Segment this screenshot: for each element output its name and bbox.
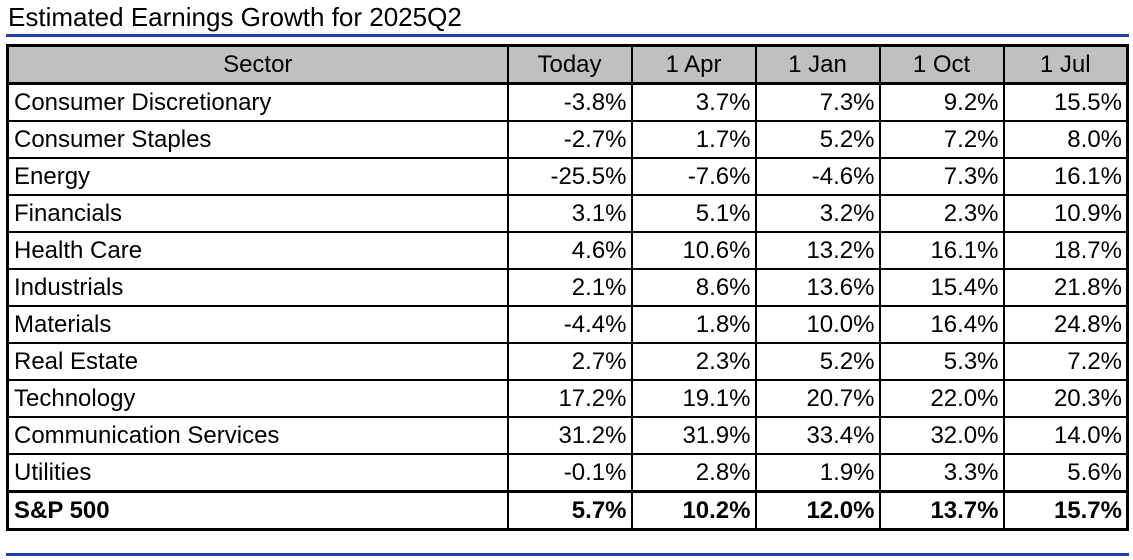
value-cell: 10.9%	[1002, 194, 1129, 233]
value-cell: 2.1%	[506, 268, 633, 307]
column-header-sector: Sector	[6, 44, 509, 85]
sector-cell: S&P 500	[6, 490, 509, 531]
value-cell: 22.0%	[878, 379, 1005, 418]
value-cell: 13.6%	[754, 268, 881, 307]
column-header-1-oct: 1 Oct	[878, 44, 1005, 85]
table-row: Materials -4.4% 1.8% 10.0% 16.4% 24.8%	[6, 305, 1129, 344]
value-cell: 5.6%	[1002, 453, 1129, 493]
column-header-1-apr: 1 Apr	[630, 44, 757, 85]
value-cell: 1.7%	[630, 120, 757, 159]
value-cell: 32.0%	[878, 416, 1005, 455]
table-row: Financials 3.1% 5.1% 3.2% 2.3% 10.9%	[6, 194, 1129, 233]
value-cell: 7.2%	[1002, 342, 1129, 381]
table-row: Consumer Staples -2.7% 1.7% 5.2% 7.2% 8.0%	[6, 120, 1129, 159]
sector-cell: Consumer Discretionary	[6, 82, 509, 122]
value-cell: 19.1%	[630, 379, 757, 418]
value-cell: 5.2%	[754, 342, 881, 381]
value-cell: 13.2%	[754, 231, 881, 270]
table-row: Communication Services 31.2% 31.9% 33.4% 32.…	[6, 416, 1129, 455]
sector-cell: Technology	[6, 379, 509, 418]
table-row: Utilities -0.1% 2.8% 1.9% 3.3% 5.6%	[6, 453, 1129, 493]
sector-cell: Real Estate	[6, 342, 509, 381]
value-cell: -7.6%	[630, 157, 757, 196]
value-cell: -3.8%	[506, 82, 633, 122]
value-cell: 15.4%	[878, 268, 1005, 307]
value-cell: 5.2%	[754, 120, 881, 159]
value-cell: -0.1%	[506, 453, 633, 493]
value-cell: 17.2%	[506, 379, 633, 418]
table-row: Real Estate 2.7% 2.3% 5.2% 5.3% 7.2%	[6, 342, 1129, 381]
sector-cell: Utilities	[6, 453, 509, 493]
value-cell: 5.1%	[630, 194, 757, 233]
chart-title: Estimated Earnings Growth for 2025Q2	[8, 2, 462, 32]
value-cell: 4.6%	[506, 231, 633, 270]
value-cell: 12.0%	[754, 490, 881, 531]
value-cell: -2.7%	[506, 120, 633, 159]
column-header-1-jan: 1 Jan	[754, 44, 881, 85]
table-row: Industrials 2.1% 8.6% 13.6% 15.4% 21.8%	[6, 268, 1129, 307]
value-cell: 8.6%	[630, 268, 757, 307]
value-cell: -4.6%	[754, 157, 881, 196]
value-cell: 20.7%	[754, 379, 881, 418]
value-cell: 3.2%	[754, 194, 881, 233]
value-cell: 2.8%	[630, 453, 757, 493]
value-cell: 15.7%	[1002, 490, 1129, 531]
value-cell: 14.0%	[1002, 416, 1129, 455]
value-cell: 20.3%	[1002, 379, 1129, 418]
value-cell: 1.9%	[754, 453, 881, 493]
table-row: Technology 17.2% 19.1% 20.7% 22.0% 20.3%	[6, 379, 1129, 418]
header-row: Sector Today 1 Apr 1 Jan 1 Oct 1 Jul	[6, 44, 1129, 85]
value-cell: 33.4%	[754, 416, 881, 455]
value-cell: 7.3%	[878, 157, 1005, 196]
value-cell: 9.2%	[878, 82, 1005, 122]
value-cell: 3.3%	[878, 453, 1005, 493]
value-cell: -25.5%	[506, 157, 633, 196]
value-cell: 16.1%	[1002, 157, 1129, 196]
sector-cell: Materials	[6, 305, 509, 344]
value-cell: 13.7%	[878, 490, 1005, 531]
value-cell: 3.7%	[630, 82, 757, 122]
value-cell: 31.2%	[506, 416, 633, 455]
total-row: S&P 500 5.7% 10.2% 12.0% 13.7% 15.7%	[6, 490, 1129, 531]
column-header-1-jul: 1 Jul	[1002, 44, 1129, 85]
value-cell: 2.7%	[506, 342, 633, 381]
value-cell: 1.8%	[630, 305, 757, 344]
bottom-rule	[6, 553, 1129, 556]
sector-cell: Industrials	[6, 268, 509, 307]
table-body: Consumer Discretionary -3.8% 3.7% 7.3% 9.2% 1…	[6, 82, 1129, 531]
value-cell: 16.1%	[878, 231, 1005, 270]
value-cell: 10.6%	[630, 231, 757, 270]
value-cell: 2.3%	[630, 342, 757, 381]
sector-cell: Health Care	[6, 231, 509, 270]
value-cell: 31.9%	[630, 416, 757, 455]
value-cell: 7.2%	[878, 120, 1005, 159]
value-cell: 8.0%	[1002, 120, 1129, 159]
value-cell: 5.7%	[506, 490, 633, 531]
top-rule	[6, 34, 1129, 37]
value-cell: 24.8%	[1002, 305, 1129, 344]
value-cell: 18.7%	[1002, 231, 1129, 270]
value-cell: 7.3%	[754, 82, 881, 122]
sector-cell: Communication Services	[6, 416, 509, 455]
sector-cell: Consumer Staples	[6, 120, 509, 159]
value-cell: -4.4%	[506, 305, 633, 344]
table-row: Consumer Discretionary -3.8% 3.7% 7.3% 9.2% 1…	[6, 82, 1129, 122]
value-cell: 16.4%	[878, 305, 1005, 344]
sector-cell: Energy	[6, 157, 509, 196]
value-cell: 15.5%	[1002, 82, 1129, 122]
sector-cell: Financials	[6, 194, 509, 233]
value-cell: 10.0%	[754, 305, 881, 344]
table-row: Health Care 4.6% 10.6% 13.2% 16.1% 18.7%	[6, 231, 1129, 270]
value-cell: 2.3%	[878, 194, 1005, 233]
table-row: Energy -25.5% -7.6% -4.6% 7.3% 16.1%	[6, 157, 1129, 196]
column-header-today: Today	[506, 44, 633, 85]
earnings-table: Sector Today 1 Apr 1 Jan 1 Oct 1 Jul Con…	[6, 44, 1129, 531]
value-cell: 3.1%	[506, 194, 633, 233]
value-cell: 21.8%	[1002, 268, 1129, 307]
value-cell: 5.3%	[878, 342, 1005, 381]
value-cell: 10.2%	[630, 490, 757, 531]
